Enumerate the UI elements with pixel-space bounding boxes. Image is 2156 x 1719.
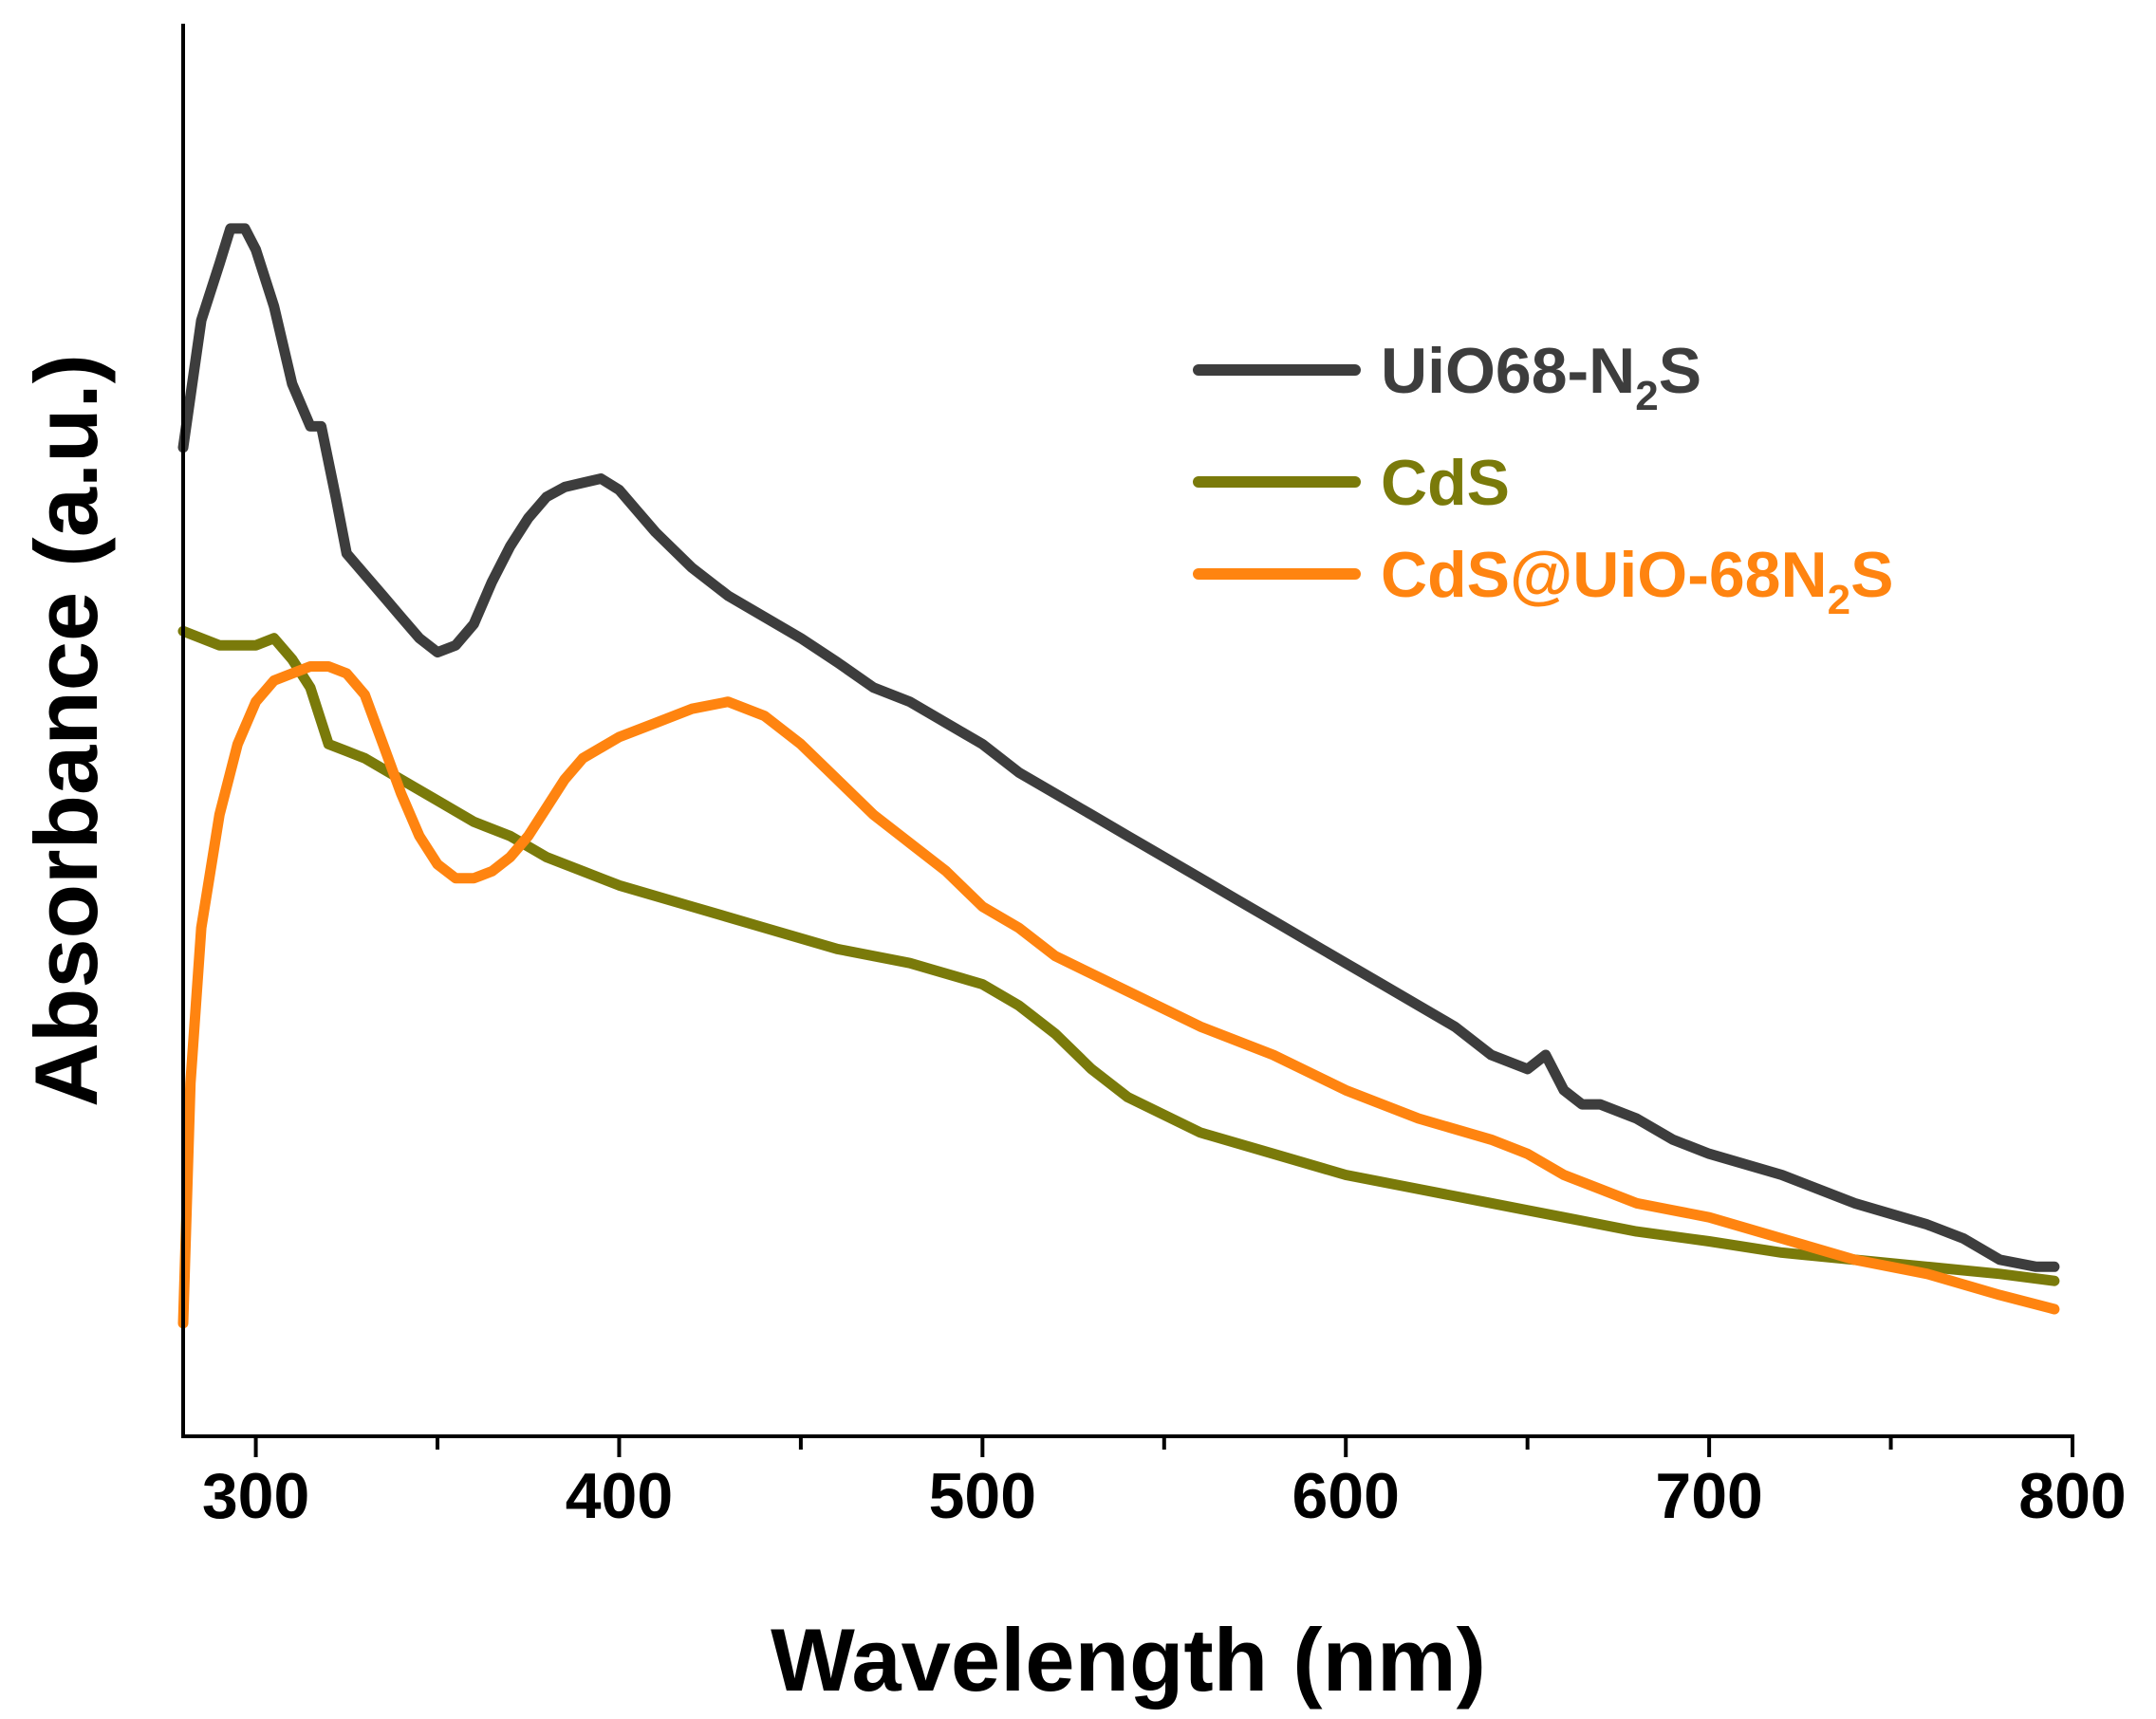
legend: UiO68-N2S CdS CdS@UiO-68N2S: [1193, 335, 1893, 623]
series-line-3: [177, 661, 2060, 1329]
x-tick-label-700: 700: [1655, 1460, 1762, 1532]
legend-label-3: CdS@UiO-68N2S: [1381, 539, 1893, 623]
legend-label-2: CdS: [1381, 447, 1510, 519]
x-tick-label-800: 800: [2018, 1460, 2126, 1532]
x-axis-title: Wavelength (nm): [771, 1610, 1486, 1710]
series-line-2: [177, 625, 2060, 1286]
series-line-1: [177, 223, 2060, 1272]
x-tick-label-400: 400: [566, 1460, 673, 1532]
plot-lines: [177, 223, 2060, 1329]
y-axis-title: Absorbance (a.u.): [16, 354, 116, 1107]
x-tick-label-600: 600: [1292, 1460, 1399, 1532]
x-ticks: [253, 1436, 2074, 1457]
legend-label-1: UiO68-N2S: [1381, 335, 1701, 419]
x-tick-label-500: 500: [929, 1460, 1036, 1532]
x-tick-labels: 300 400 500 600 700 800: [202, 1460, 2127, 1532]
x-tick-label-300: 300: [202, 1460, 309, 1532]
